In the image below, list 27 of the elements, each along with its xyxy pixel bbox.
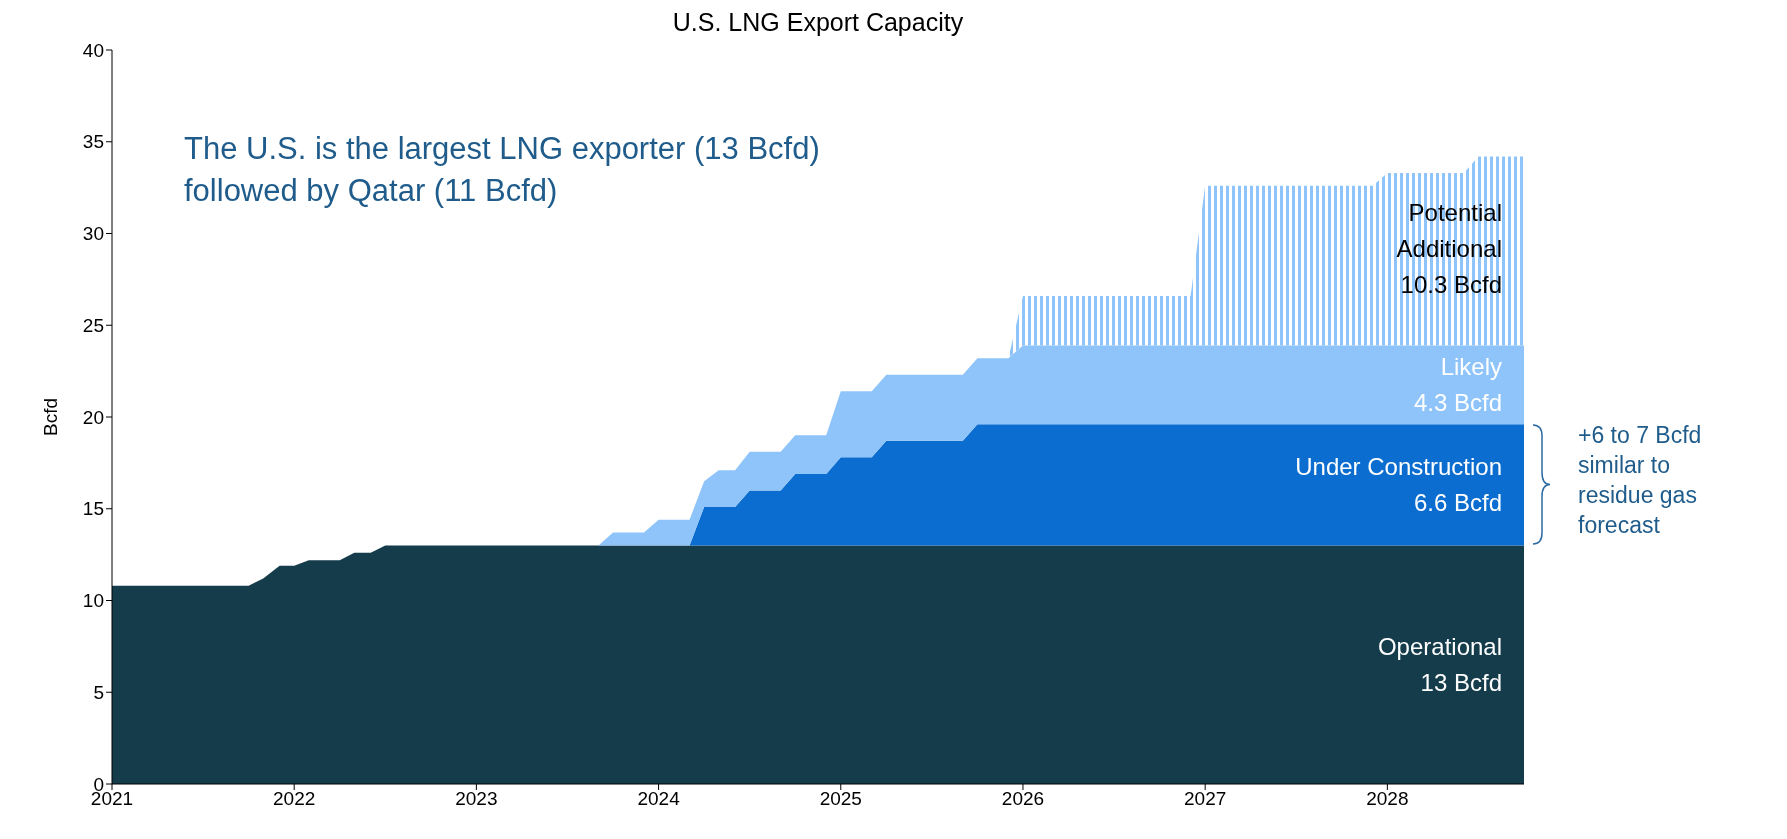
y-tick-label: 20 bbox=[82, 406, 104, 428]
x-tick-label: 2027 bbox=[1184, 788, 1227, 810]
x-tick-label: 2025 bbox=[819, 788, 862, 810]
chart-title: U.S. LNG Export Capacity bbox=[671, 8, 965, 37]
annotation: 10.3 Bcfd bbox=[1400, 269, 1502, 300]
y-tick-label: 30 bbox=[82, 223, 104, 245]
y-tick-label: 35 bbox=[82, 131, 104, 153]
x-tick-label: 2023 bbox=[455, 788, 498, 810]
y-axis-title: Bcfd bbox=[39, 397, 61, 437]
series-label: Potential Additional bbox=[1395, 197, 1502, 264]
y-tick-label: 25 bbox=[82, 314, 104, 336]
annotation: 13 Bcfd bbox=[1420, 667, 1502, 698]
y-tick-label: 5 bbox=[93, 681, 104, 703]
annotation: 4.3 Bcfd bbox=[1413, 387, 1502, 418]
annotation: 6.6 Bcfd bbox=[1413, 487, 1502, 518]
x-tick-label: 2028 bbox=[1366, 788, 1409, 810]
y-tick-label: 10 bbox=[82, 590, 104, 612]
series-label: Likely bbox=[1440, 351, 1502, 382]
y-tick-label: 15 bbox=[82, 498, 104, 520]
y-tick-label: 40 bbox=[82, 39, 104, 61]
x-tick-label: 2026 bbox=[1001, 788, 1045, 810]
text: +6 to 7 Bcfd similar to residue gas forecast bbox=[1578, 421, 1703, 541]
x-tick-label: 2022 bbox=[273, 788, 316, 810]
annotation: The U.S. is the largest LNG exporter (13 Bcfd) followed by Qatar (11 Bcfd) bbox=[184, 130, 821, 210]
series-label: Under Construction bbox=[1295, 451, 1502, 482]
x-tick-label: 2024 bbox=[637, 788, 681, 810]
series-label: Operational bbox=[1377, 631, 1502, 662]
